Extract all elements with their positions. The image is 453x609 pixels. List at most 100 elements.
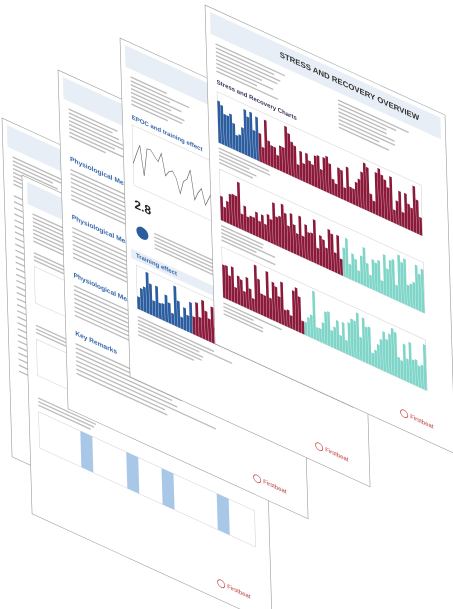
text-line — [12, 156, 67, 183]
text-line — [35, 324, 74, 344]
chart-bar — [198, 316, 203, 339]
chart-bar — [258, 220, 262, 239]
chart-bar — [319, 234, 323, 267]
chart-bar — [308, 160, 312, 186]
chart-bar — [231, 193, 236, 227]
text-line — [219, 158, 257, 177]
chart-bar — [400, 261, 405, 304]
chart-bar — [371, 352, 375, 367]
chart-bar — [417, 273, 422, 312]
chart-bar — [293, 145, 297, 179]
chart-bar — [241, 127, 245, 155]
chart-bar — [354, 181, 359, 207]
chart-bar — [164, 294, 169, 323]
chart-bar — [152, 300, 156, 317]
chart-bar — [252, 216, 256, 236]
chart-bar — [273, 146, 277, 170]
chart-bar — [330, 233, 335, 272]
chart-bar — [302, 162, 306, 183]
chart-bar — [325, 247, 329, 270]
chart-bar — [374, 262, 378, 292]
text-line — [69, 127, 115, 150]
chart-frame — [38, 411, 256, 548]
chart-bar — [404, 192, 408, 230]
chart-bar — [267, 140, 271, 167]
chart-bar — [393, 209, 397, 224]
chart-bar — [287, 225, 291, 252]
chart-bar — [266, 213, 271, 243]
text-line — [68, 108, 118, 133]
text-line — [75, 351, 182, 402]
text-line — [68, 116, 120, 141]
text-line — [216, 70, 278, 101]
text-line — [137, 315, 215, 353]
chart-bar — [318, 327, 322, 343]
chart-bar — [410, 207, 414, 232]
chart-bar — [354, 258, 358, 283]
chart-bar — [365, 166, 370, 212]
text-line — [218, 154, 250, 170]
chart-bar — [351, 253, 355, 282]
chart-bar — [367, 326, 372, 366]
chart-bar — [310, 232, 314, 263]
chart-bar — [362, 246, 367, 287]
chart-bar — [411, 359, 416, 386]
chart-bar — [271, 281, 276, 322]
chart-bar — [255, 211, 259, 238]
text-line — [216, 62, 274, 91]
chart-bar — [380, 280, 384, 295]
chart-bar — [371, 259, 376, 291]
chart-bar — [342, 247, 346, 278]
chart-bar — [377, 167, 382, 218]
chart-bar — [382, 331, 387, 373]
chart-bar — [220, 104, 225, 146]
chart-bar — [409, 283, 413, 308]
chart-bar — [383, 179, 388, 220]
chart-bar — [204, 310, 209, 341]
chart-bar — [369, 274, 373, 290]
chart-bar — [189, 301, 193, 334]
chart-bar — [353, 320, 357, 359]
text-line — [221, 232, 275, 259]
chart-bar — [376, 343, 381, 370]
text-line — [216, 58, 263, 82]
chart-bar — [296, 163, 300, 180]
chart-bar — [226, 200, 230, 224]
chart-bar — [422, 344, 427, 391]
chart-bar — [301, 235, 306, 259]
text-line — [338, 118, 396, 147]
logo-mark — [400, 409, 409, 419]
text-line — [215, 43, 285, 77]
chart-bar — [180, 316, 184, 330]
text-line — [130, 84, 170, 104]
chart-bar — [161, 302, 165, 322]
chart-bar — [344, 237, 349, 279]
text-line — [68, 112, 113, 134]
chart-bar — [240, 213, 244, 231]
chart-bar — [236, 275, 241, 306]
chart-bar — [412, 281, 416, 310]
chart-bar — [183, 307, 187, 332]
text-line — [69, 123, 132, 154]
chart-bar — [223, 113, 228, 147]
chart-bar — [229, 113, 233, 150]
chart-bar — [239, 279, 244, 307]
chart-bar — [319, 168, 324, 191]
chart-bar — [243, 109, 248, 156]
hr-band — [126, 451, 140, 494]
text-line — [215, 47, 275, 76]
text-line — [221, 239, 276, 266]
chart-bar — [283, 212, 288, 251]
chart-bar — [312, 219, 317, 264]
chart-bar — [228, 193, 233, 226]
chart-bar — [236, 181, 241, 230]
chart-bar — [270, 145, 274, 168]
chart-bar — [415, 199, 420, 235]
text-line — [218, 147, 270, 172]
chart-bar — [260, 293, 264, 316]
text-line — [12, 167, 58, 190]
chart-bar — [186, 314, 190, 333]
chart-bar — [339, 334, 343, 353]
